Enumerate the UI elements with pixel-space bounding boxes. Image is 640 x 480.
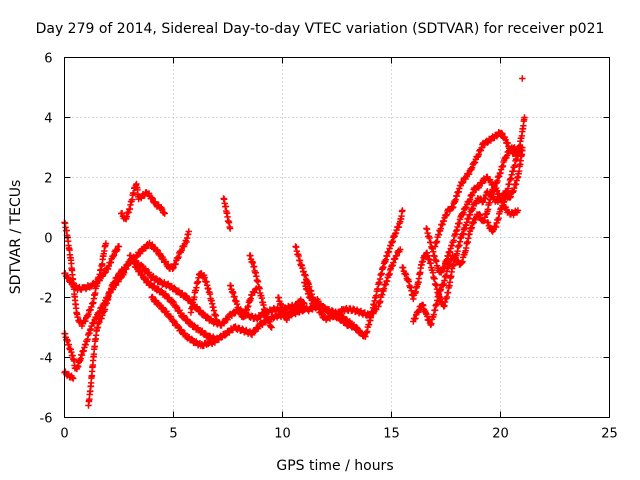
data-point-marker (268, 324, 275, 331)
x-tick-label: 10 (274, 427, 291, 442)
data-point-marker (158, 205, 166, 213)
data-point-marker (74, 313, 81, 321)
data-point-marker (397, 246, 404, 253)
x-tick-label: 15 (383, 427, 400, 442)
data-point-marker (293, 303, 300, 310)
x-tick-label: 0 (60, 427, 68, 442)
data-point-marker (251, 289, 258, 296)
data-point-marker (69, 374, 76, 381)
data-point-marker (139, 271, 146, 278)
data-point-marker (226, 225, 234, 232)
data-point-marker (181, 330, 189, 337)
y-tick-label: 0 (44, 232, 52, 247)
data-point-marker (185, 228, 192, 235)
data-marks (61, 75, 528, 409)
series-track-19 (399, 147, 526, 310)
data-point-marker (115, 243, 123, 250)
series-track-9 (148, 293, 219, 350)
data-point-marker (399, 207, 406, 214)
x-axis-label: GPS time / hours (276, 458, 393, 474)
data-point-marker (118, 210, 126, 217)
data-point-marker (178, 247, 185, 254)
data-point-marker (148, 194, 155, 201)
data-point-marker (287, 311, 294, 319)
y-tick-label: -4 (40, 352, 53, 367)
y-tick-label: 6 (44, 52, 52, 67)
data-point-marker (169, 265, 176, 273)
data-point-marker (283, 316, 291, 324)
series-track-16 (301, 279, 360, 332)
data-point-marker (393, 252, 400, 259)
data-point-marker (499, 130, 506, 137)
data-point-marker (161, 210, 168, 217)
chart-title: Day 279 of 2014, Sidereal Day-to-day VTE… (36, 21, 605, 37)
data-point-marker (160, 209, 168, 216)
x-tick-label: 25 (601, 427, 618, 442)
data-point-marker (484, 139, 491, 146)
series-track-11 (220, 195, 234, 232)
data-point-marker (490, 181, 497, 188)
data-point-marker (222, 331, 230, 338)
data-point-marker (465, 170, 473, 178)
y-tick-label: 2 (44, 172, 52, 187)
series-track-12 (226, 282, 260, 321)
data-point-marker (165, 294, 173, 301)
data-point-marker (300, 299, 307, 306)
data-point-marker (451, 254, 459, 261)
data-point-marker (170, 298, 177, 306)
data-point-marker (62, 269, 69, 277)
data-point-marker (519, 75, 526, 82)
data-point-marker (149, 195, 156, 202)
data-point-marker (65, 274, 72, 282)
grid-lines (64, 57, 610, 418)
series-track-18 (375, 246, 404, 310)
data-point-marker (162, 258, 170, 265)
data-point-marker (154, 247, 161, 254)
data-point-marker (167, 313, 175, 320)
data-point-marker (521, 114, 528, 121)
series-track-17 (362, 207, 406, 340)
data-point-marker (286, 312, 293, 319)
series-track-6 (117, 180, 168, 223)
data-point-marker (101, 269, 108, 277)
data-point-marker (114, 274, 121, 282)
data-point-marker (111, 278, 119, 285)
data-point-marker (122, 265, 129, 272)
data-point-marker (459, 179, 467, 186)
data-point-marker (353, 324, 360, 331)
data-point-marker (301, 300, 308, 307)
data-point-marker (152, 275, 160, 282)
series-track-13 (246, 252, 275, 331)
data-point-marker (133, 253, 140, 260)
y-tick-label: 4 (44, 112, 52, 127)
data-point-marker (210, 338, 218, 345)
data-point-marker (458, 179, 466, 187)
x-tick-label: 5 (169, 427, 177, 442)
axis-ticks: 0 5 10 15 20 25 -6 -4 -2 0 2 4 6 (40, 52, 618, 442)
data-point-marker (338, 315, 345, 323)
x-tick-label: 20 (492, 427, 509, 442)
data-point-marker (102, 269, 109, 276)
data-point-marker (514, 207, 522, 214)
series-track-4 (61, 368, 77, 382)
series-track-23 (484, 114, 528, 235)
data-point-marker (145, 190, 153, 197)
y-tick-label: -2 (40, 292, 53, 307)
data-point-marker (213, 318, 221, 325)
series-track-21 (431, 129, 526, 250)
data-point-marker (102, 240, 110, 247)
data-point-marker (70, 375, 77, 382)
data-point-marker (211, 339, 219, 346)
y-tick-label: -6 (40, 412, 53, 427)
series-track-14 (274, 294, 308, 324)
y-axis-label: SDTVAR / TECUs (8, 180, 24, 295)
series-track-24 (519, 75, 526, 82)
data-point-marker (144, 278, 151, 285)
data-point-marker (251, 328, 258, 336)
series-track-10 (187, 270, 221, 325)
data-point-marker (82, 317, 89, 325)
